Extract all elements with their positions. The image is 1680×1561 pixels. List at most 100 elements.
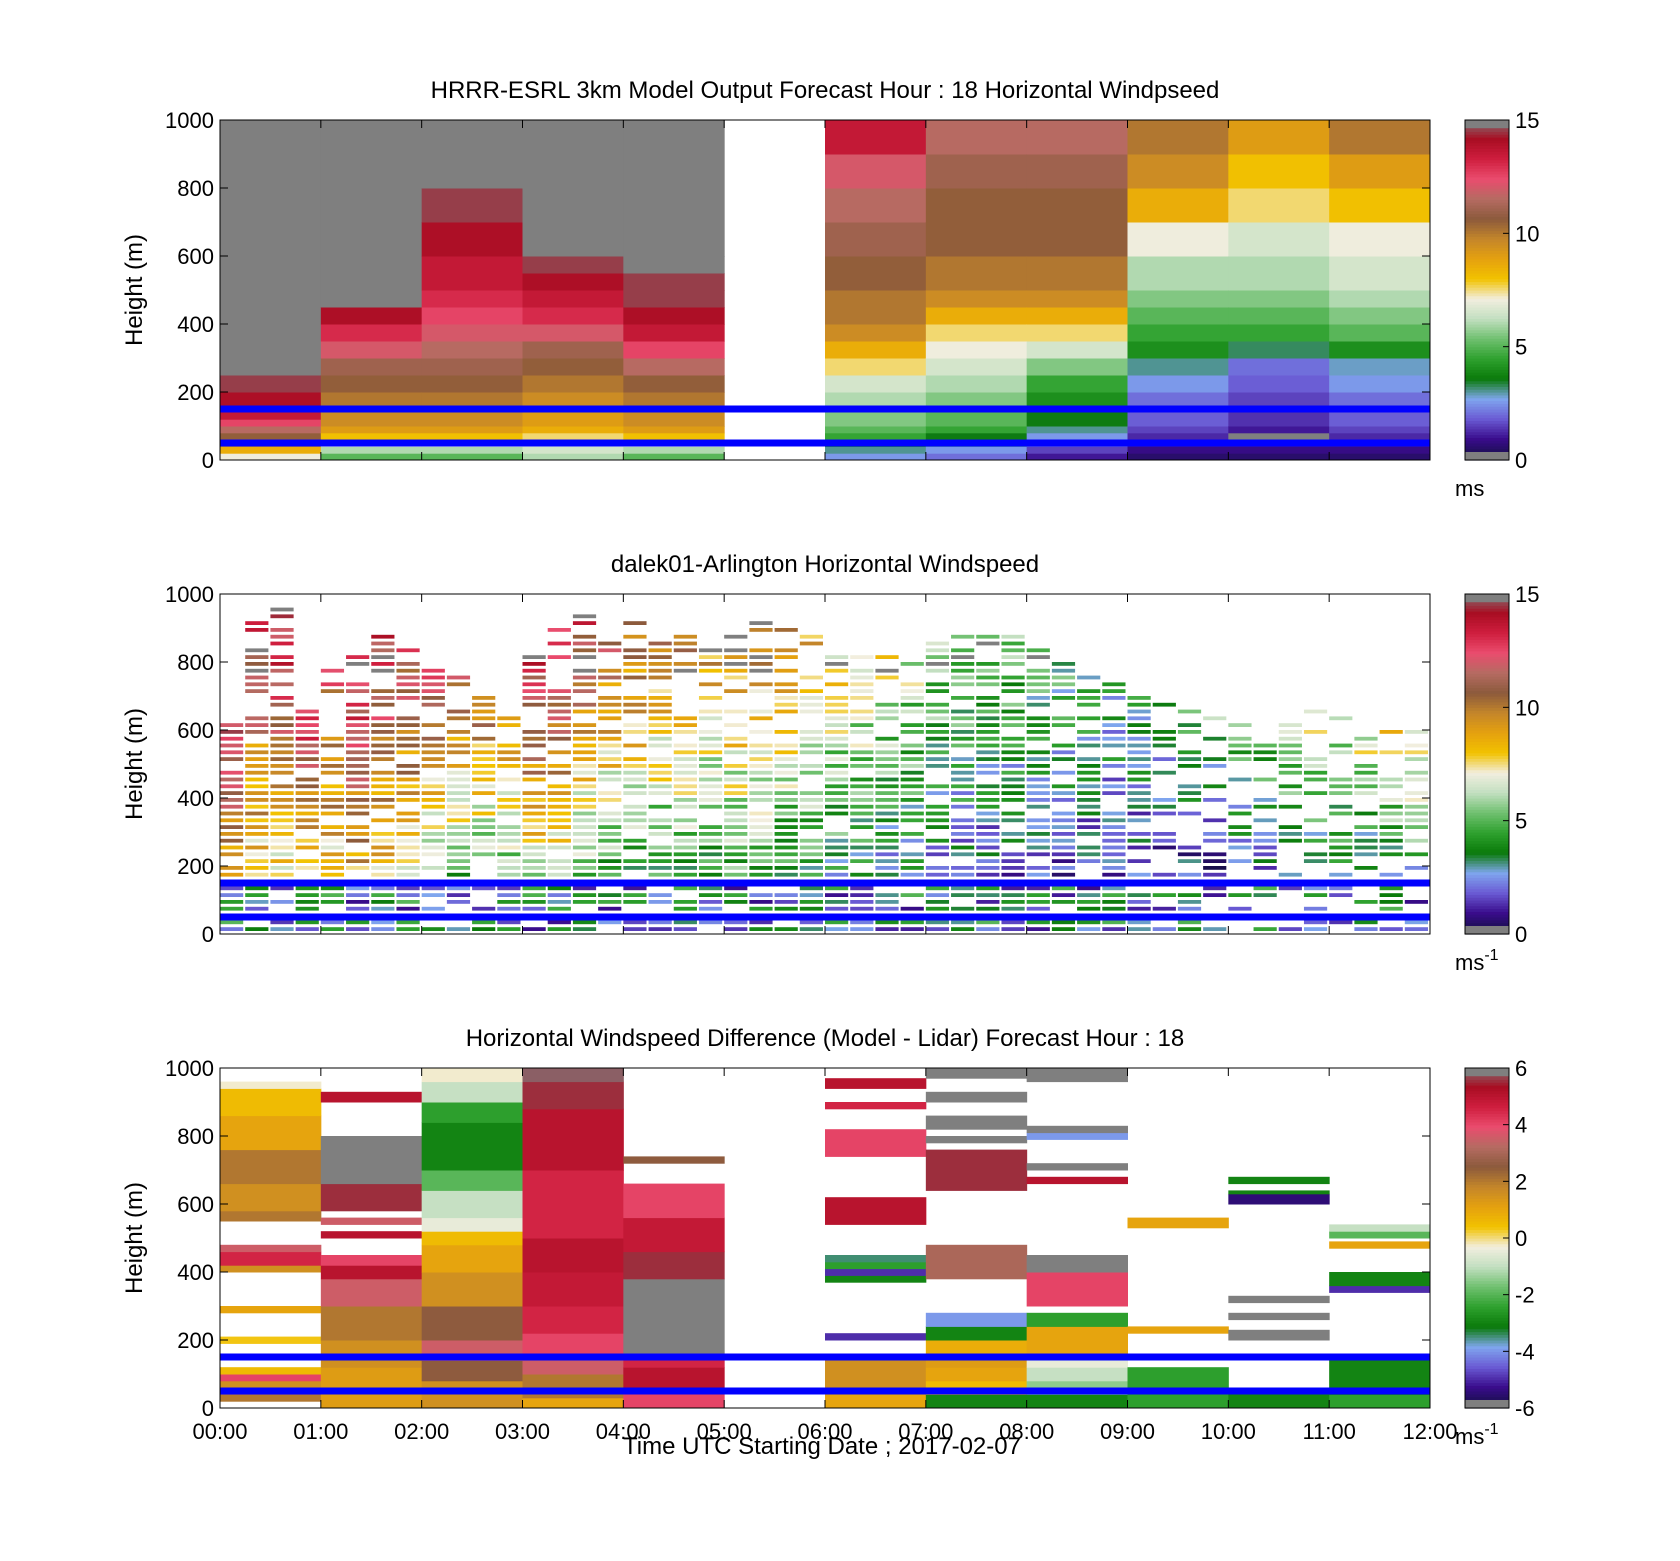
heatmap-cell (220, 375, 322, 393)
heatmap-cell (295, 906, 319, 911)
colorbar-segment (1465, 1308, 1509, 1313)
heatmap-cell (799, 920, 823, 925)
heatmap-cell (951, 832, 975, 836)
heatmap-cell (648, 804, 672, 809)
heatmap-cell (799, 852, 823, 857)
heatmap-cell (925, 1068, 1028, 1079)
heatmap-cell (850, 784, 874, 789)
heatmap-cell (346, 859, 370, 863)
heatmap-cell (925, 1340, 1028, 1355)
heatmap-cell (245, 723, 269, 727)
heatmap-cell (1077, 777, 1101, 782)
colorbar-segment (1465, 1181, 1509, 1185)
heatmap-cell (925, 324, 1028, 342)
heatmap-cell (1203, 866, 1227, 870)
heatmap-cell (598, 777, 622, 782)
heatmap-cell (1379, 845, 1403, 850)
colorbar-segment (1465, 176, 1509, 181)
heatmap-cell (623, 866, 647, 870)
colorbar-segment (1465, 156, 1509, 161)
heatmap-cell (925, 648, 950, 653)
heatmap-cell (1329, 453, 1431, 461)
heatmap-cell (925, 784, 950, 789)
heatmap-cell (270, 927, 294, 931)
heatmap-cell (1077, 927, 1101, 931)
heatmap-cell (825, 655, 849, 659)
heatmap-cell (951, 743, 975, 748)
heatmap-cell (749, 770, 773, 775)
heatmap-cell (1404, 743, 1428, 748)
heatmap-cell (749, 825, 773, 829)
heatmap-cell (749, 852, 773, 857)
y-tick-label: 800 (177, 176, 214, 201)
heatmap-cell (598, 825, 622, 829)
heatmap-cell (1177, 730, 1202, 734)
heatmap-cell (1253, 852, 1277, 857)
heatmap-cell (648, 648, 672, 653)
heatmap-cell (396, 716, 420, 721)
heatmap-cell (1001, 709, 1025, 714)
heatmap-cell (1329, 886, 1353, 891)
heatmap-cell (270, 798, 294, 802)
colorbar-segment (1465, 1359, 1509, 1364)
heatmap-cell (522, 757, 546, 761)
heatmap-cell (825, 852, 849, 857)
heatmap-cell (774, 852, 798, 857)
heatmap-cell (371, 886, 395, 891)
heatmap-cell (1026, 1255, 1128, 1273)
heatmap-cell (1051, 832, 1076, 836)
colorbar-over (1465, 594, 1509, 602)
heatmap-cell (698, 900, 723, 904)
heatmap-cell (245, 668, 269, 673)
heatmap-cell (1379, 852, 1403, 857)
heatmap-cell (1077, 825, 1101, 829)
colorbar-segment (1465, 1365, 1509, 1369)
heatmap-cell (1127, 784, 1151, 789)
panel-title: dalek01-Arlington Horizontal Windspeed (611, 551, 1039, 578)
heatmap-cell (371, 784, 395, 789)
heatmap-cell (1379, 798, 1403, 802)
heatmap-cell (774, 682, 798, 687)
heatmap-cell (220, 920, 244, 925)
colorbar-segment (1465, 1175, 1509, 1180)
colorbar-segment (1465, 911, 1509, 915)
colorbar-segment (1465, 366, 1509, 370)
heatmap-cell (1051, 886, 1076, 891)
heatmap-cell (598, 872, 622, 877)
heatmap-cell (698, 716, 723, 721)
colorbar-segment (1465, 778, 1509, 782)
colorbar-tick-label: 0 (1515, 922, 1527, 947)
heatmap-cell (749, 709, 773, 714)
heatmap-cell (925, 668, 950, 673)
colorbar-segment (1465, 222, 1509, 226)
colorbar-segment (1465, 1209, 1509, 1214)
heatmap-cell (1051, 900, 1076, 904)
colorbar-segment (1465, 1178, 1509, 1182)
heatmap-cell (976, 770, 1000, 775)
x-tick-label: 00:00 (192, 1419, 247, 1444)
heatmap-cell (1077, 736, 1101, 741)
heatmap-cell (774, 845, 798, 850)
heatmap-cell (749, 743, 773, 748)
colorbar-segment (1465, 386, 1509, 390)
heatmap-cell (925, 743, 950, 748)
heatmap-cell (1077, 764, 1101, 768)
colorbar-segment (1465, 792, 1509, 796)
colorbar-segment (1465, 866, 1509, 870)
colorbar-segment (1465, 659, 1509, 663)
heatmap-cell (346, 838, 370, 843)
heatmap-cell (572, 723, 597, 727)
heatmap-cell (698, 804, 723, 809)
heatmap-cell (270, 730, 294, 734)
heatmap-cell (421, 723, 445, 727)
colorbar-segment (1465, 341, 1509, 345)
heatmap-cell (1077, 784, 1101, 789)
heatmap-cell (572, 920, 597, 925)
heatmap-cell (648, 757, 672, 761)
heatmap-cell (346, 893, 370, 897)
heatmap-cell (1102, 784, 1126, 789)
colorbar-segment (1465, 1141, 1509, 1146)
heatmap-cell (497, 927, 521, 931)
heatmap-cell (522, 426, 624, 434)
heatmap-cell (900, 757, 924, 761)
